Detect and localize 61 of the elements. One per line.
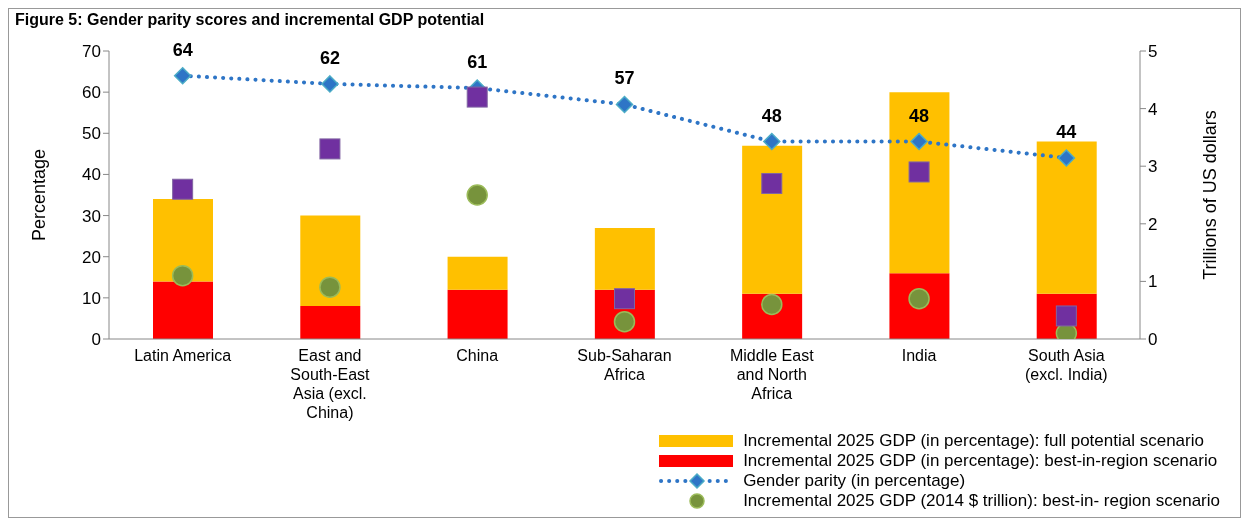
point <box>615 95 634 114</box>
bar <box>889 92 950 274</box>
legend-label: Gender parity (in percentage) <box>743 471 966 491</box>
point <box>173 66 192 85</box>
point <box>614 288 635 310</box>
bar <box>447 256 508 290</box>
bar <box>153 199 213 282</box>
x-tick-label: East and South-East Asia (excl. China) <box>290 347 371 421</box>
bar <box>300 215 361 307</box>
point <box>466 184 488 206</box>
point <box>466 86 488 108</box>
bar <box>300 306 361 339</box>
point <box>1057 149 1076 167</box>
point <box>910 132 928 151</box>
chart-title: Figure 5: Gender parity scores and incremental GDP potential <box>14 10 486 30</box>
data-label: 44 <box>1056 121 1077 142</box>
y-tick-label: 20 <box>82 247 101 267</box>
y-tick-label: 30 <box>82 206 101 226</box>
point <box>321 75 339 93</box>
y-tick-label: 70 <box>82 42 101 62</box>
bar <box>742 145 803 294</box>
y2-tick-label: 4 <box>1148 99 1158 119</box>
point <box>763 132 781 151</box>
y2-tick-label: 2 <box>1148 214 1158 234</box>
data-label: 61 <box>467 52 488 73</box>
bar <box>594 227 655 290</box>
x-tick-label: China <box>456 347 499 364</box>
y2-tick-label: 3 <box>1148 157 1158 177</box>
y2-tick-label: 5 <box>1148 42 1158 62</box>
point <box>172 178 194 200</box>
legend-label: Incremental 2025 GDP (2014 $ trillion): best-in- region scenario <box>743 491 1220 511</box>
y-tick-label: 60 <box>82 83 101 103</box>
point <box>761 172 783 194</box>
x-tick-label: India <box>901 347 937 364</box>
bar <box>153 281 213 339</box>
data-label: 57 <box>614 68 635 89</box>
y2-tick-label: 0 <box>1148 330 1158 350</box>
bar <box>447 289 508 339</box>
y-tick-label: 50 <box>82 124 101 144</box>
legend-label: Incremental 2025 GDP (in percentage): full potential scenario <box>743 431 1204 451</box>
point <box>171 264 194 287</box>
data-label: 64 <box>172 39 193 60</box>
bar <box>889 273 950 339</box>
legend-label: Incremental 2025 GDP (in percentage): best-in-region scenario <box>743 451 1218 471</box>
point <box>319 276 341 298</box>
y-tick-label: 40 <box>82 165 101 185</box>
y2-axis-title: Trillions of US dollars <box>1200 110 1221 280</box>
x-tick-label: South Asia (excl. India) <box>1025 347 1108 383</box>
y-tick-label: 0 <box>91 330 101 350</box>
y2-tick-label: 1 <box>1148 272 1158 292</box>
bar <box>1036 141 1097 294</box>
x-tick-label: Middle East and North Africa <box>729 347 815 402</box>
point <box>908 161 930 183</box>
point <box>319 138 341 160</box>
data-label: 48 <box>909 105 930 126</box>
y-axis-title: Percentage <box>29 148 50 242</box>
data-label: 62 <box>319 47 340 68</box>
x-tick-label: Sub-Saharan Africa <box>577 347 672 383</box>
y-tick-label: 10 <box>82 288 101 308</box>
x-tick-label: Latin America <box>134 347 232 364</box>
data-label: 48 <box>761 105 782 126</box>
